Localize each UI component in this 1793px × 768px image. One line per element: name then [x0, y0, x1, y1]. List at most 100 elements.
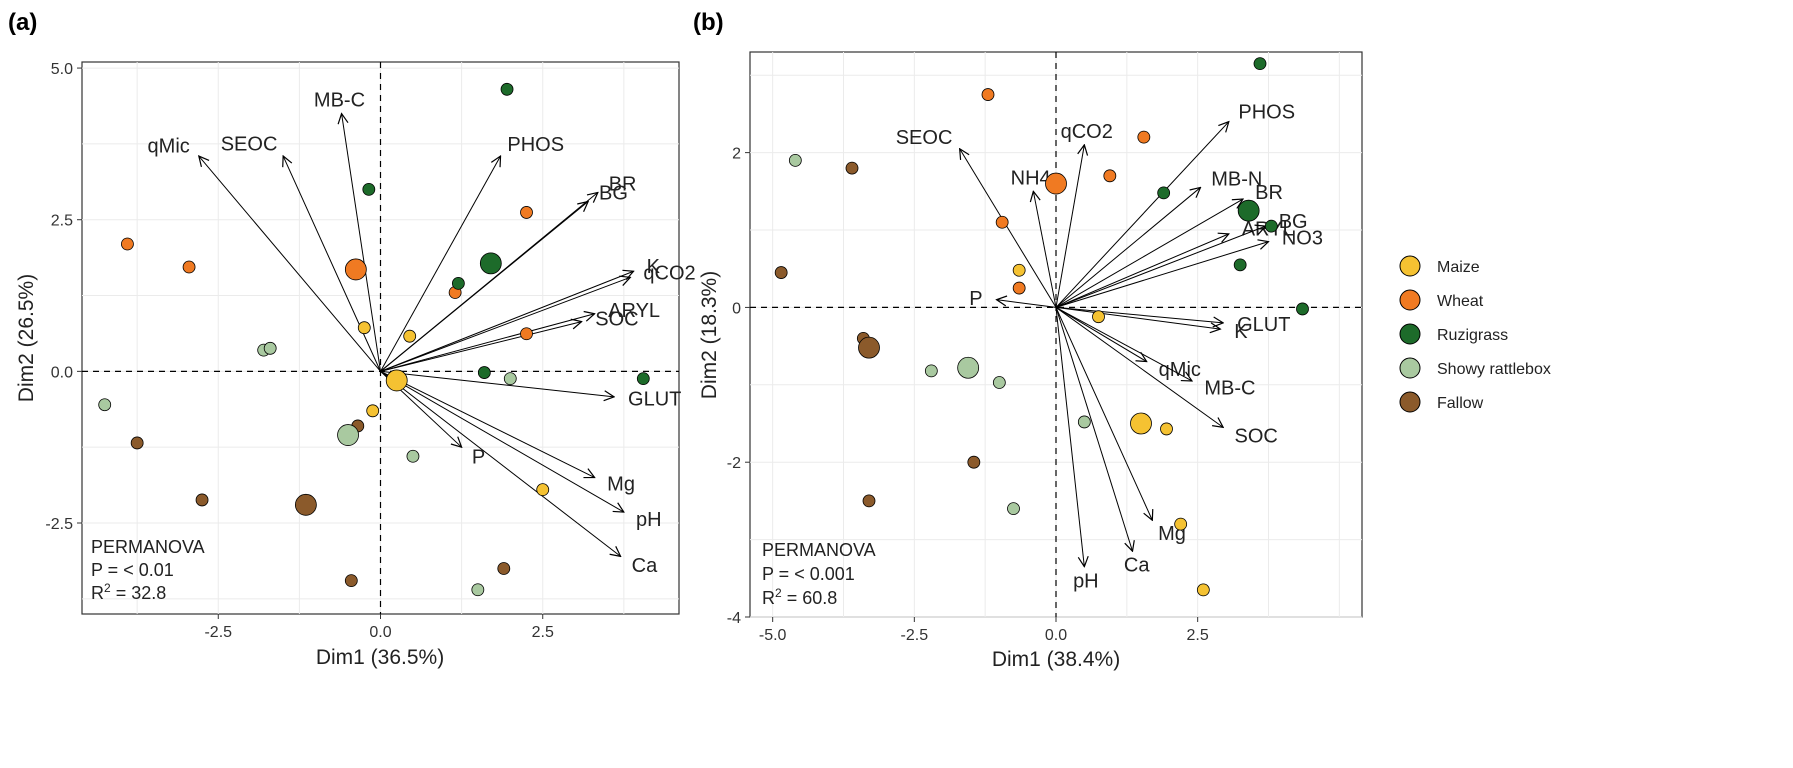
panel-a-permanova-annotation: PERMANOVA P = < 0.01 R2 = 32.8: [91, 537, 205, 603]
loading-label-soc: SOC: [595, 308, 638, 330]
legend-swatch-maize: [1399, 255, 1421, 277]
loading-arrow-k: [1055, 306, 1220, 329]
centroid-point-wheat: [1045, 172, 1067, 195]
loading-label-mg: Mg: [607, 474, 635, 496]
sample-point-maize: [1012, 263, 1026, 277]
y-tick-label: 0: [732, 300, 741, 317]
panel-a-permanova-title: PERMANOVA: [91, 537, 205, 557]
loading-arrow-phos: [380, 156, 501, 372]
legend-swatch-fallow: [1399, 391, 1421, 413]
loading-label-mb-c: MB-C: [1204, 378, 1255, 400]
legend-item-ruzigrass: Ruzigrass: [1399, 323, 1508, 345]
loading-label-p: P: [969, 288, 982, 310]
loading-arrow-aryl: [380, 314, 595, 372]
panel-b-y-axis-title: Dim2 (18.3%): [698, 271, 721, 399]
loading-arrow-p: [997, 300, 1057, 308]
loading-arrow-mg: [380, 370, 595, 477]
loading-label-br: BR: [1255, 182, 1283, 204]
loading-label-phos: PHOS: [507, 134, 564, 156]
legend-label-ruzigrass: Ruzigrass: [1437, 327, 1508, 344]
loading-label-ca: Ca: [1124, 555, 1150, 577]
sample-point-showy-rattlebox: [471, 583, 485, 597]
sample-point-wheat: [1137, 130, 1151, 144]
y-tick-label: -2: [727, 455, 741, 472]
centroid-point-fallow: [294, 493, 317, 516]
loading-label-ph: pH: [636, 509, 662, 531]
sample-point-maize: [357, 321, 371, 335]
loading-arrow-ca: [380, 370, 621, 556]
legend-swatch-ruzigrass: [1399, 323, 1421, 345]
centroid-point-ruzigrass: [479, 252, 502, 275]
sample-point-wheat: [121, 237, 134, 251]
loading-arrow-br: [1055, 199, 1243, 308]
panel-a-x-axis-title: Dim1 (36.5%): [316, 646, 444, 669]
loading-arrow-qco2: [380, 277, 631, 372]
sample-point-showy-rattlebox: [924, 364, 938, 378]
legend-label-fallow: Fallow: [1437, 395, 1484, 412]
loading-arrow-qco2: [1055, 145, 1084, 308]
centroid-point-fallow: [858, 336, 880, 359]
sample-point-fallow: [195, 493, 209, 507]
sample-point-wheat: [1103, 169, 1117, 183]
loading-label-bg: BG: [599, 183, 628, 205]
loading-arrow-soc: [380, 322, 582, 372]
sample-point-maize: [1196, 583, 1210, 597]
panel-a-points: [98, 82, 650, 597]
sample-point-fallow: [497, 562, 511, 575]
centroid-point-maize: [1130, 412, 1152, 435]
loading-arrow-seoc: [283, 156, 381, 372]
sample-point-ruzigrass: [1264, 219, 1278, 233]
y-tick-label: 2.5: [51, 213, 73, 230]
loading-label-glut: GLUT: [628, 388, 681, 410]
loading-label-seoc: SEOC: [221, 133, 278, 155]
loading-label-qmic: qMic: [1159, 359, 1201, 381]
centroid-point-ruzigrass: [1237, 199, 1260, 222]
legend-item-wheat: Wheat: [1399, 289, 1484, 311]
panel-a-permanova-p: P = < 0.01: [91, 560, 174, 580]
panel-a-permanova-r2: R2 = 32.8: [91, 581, 166, 603]
sample-point-showy-rattlebox: [992, 376, 1006, 389]
panel-a-label: (a): [8, 9, 37, 36]
legend-label-showy-rattlebox: Showy rattlebox: [1437, 361, 1551, 378]
sample-point-wheat: [182, 260, 196, 274]
panel-b-points: [774, 57, 1309, 597]
legend: Maize Wheat Ruzigrass Showy rattlebox Fa…: [1399, 255, 1551, 413]
loading-arrow-bg: [1055, 226, 1266, 308]
loading-arrow-no3: [1055, 242, 1269, 308]
loading-label-bg: BG: [1279, 211, 1308, 233]
loading-arrow-mb-n: [1055, 187, 1201, 308]
sample-point-ruzigrass: [500, 82, 514, 96]
loading-label-ca: Ca: [632, 555, 658, 577]
x-tick-label: 0.0: [369, 624, 391, 641]
centroid-point-wheat: [344, 258, 367, 281]
sample-point-fallow: [845, 161, 859, 175]
sample-point-showy-rattlebox: [1007, 502, 1020, 516]
loading-arrow-seoc: [960, 149, 1057, 308]
sample-point-wheat: [520, 327, 533, 341]
loading-label-qmic: qMic: [148, 135, 190, 157]
panel-b-zero-lines: [750, 52, 1362, 617]
panel-b-permanova-r2: R2 = 60.8: [762, 586, 837, 608]
loading-arrow-mb-c: [342, 114, 381, 372]
sample-point-wheat: [995, 215, 1009, 229]
panel-b-permanova-annotation: PERMANOVA P = < 0.001 R2 = 60.8: [762, 540, 876, 608]
sample-point-fallow: [130, 436, 144, 450]
sample-point-maize: [1160, 422, 1173, 436]
loading-arrow-qmic: [199, 156, 381, 372]
loading-arrow-ph: [1055, 307, 1084, 566]
sample-point-maize: [366, 404, 380, 418]
sample-point-ruzigrass: [636, 372, 650, 386]
sample-point-fallow: [344, 574, 358, 588]
sample-point-ruzigrass: [362, 182, 376, 196]
sample-point-ruzigrass: [1157, 186, 1171, 200]
sample-point-ruzigrass: [1233, 258, 1247, 272]
loading-label-ph: pH: [1073, 571, 1099, 593]
x-tick-label: 2.5: [1187, 627, 1209, 644]
panel-b-permanova-p: P = < 0.001: [762, 564, 855, 584]
loading-label-phos: PHOS: [1238, 101, 1295, 123]
centroid-point-maize: [385, 369, 408, 392]
loading-label-soc: SOC: [1235, 426, 1278, 448]
loading-arrow-glut: [380, 370, 615, 396]
sample-point-wheat: [981, 88, 995, 101]
